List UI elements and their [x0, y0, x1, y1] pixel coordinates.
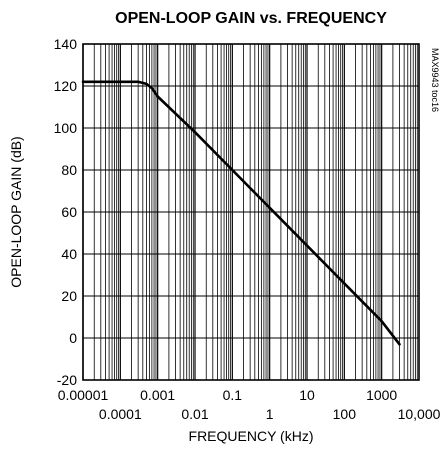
x-tick-label: 0.0001: [99, 406, 142, 422]
x-tick-label: 1000: [366, 387, 397, 403]
y-tick-label: 120: [54, 78, 78, 94]
y-tick-label: 100: [54, 120, 78, 136]
chart-title: OPEN-LOOP GAIN vs. FREQUENCY: [115, 10, 387, 27]
y-tick-label: -20: [57, 372, 77, 388]
series-line-open-loop-gain: [81, 80, 401, 346]
x-tick-label: 1: [266, 406, 274, 422]
chart-code-annotation: MAX9943 toc16: [430, 48, 440, 112]
x-tick-label: 0.1: [223, 387, 243, 403]
grid: [82, 43, 419, 381]
x-tick-label: 10: [299, 387, 315, 403]
x-tick-label: 0.01: [181, 406, 208, 422]
x-tick-label: 0.001: [140, 387, 175, 403]
y-tick-label: 60: [61, 204, 77, 220]
y-axis-ticks: 140 120 100 80 60 40 20 0 -20: [54, 36, 78, 388]
x-tick-label: 10,000: [398, 406, 441, 422]
y-tick-label: 0: [69, 330, 77, 346]
x-tick-label: 100: [333, 406, 357, 422]
y-tick-label: 40: [61, 246, 77, 262]
x-axis-label: FREQUENCY (kHz): [189, 428, 314, 444]
y-axis-label: OPEN-LOOP GAIN (dB): [8, 136, 24, 287]
series-group: [81, 80, 401, 346]
y-tick-label: 80: [61, 162, 77, 178]
x-tick-label: 0.00001: [58, 387, 109, 403]
x-axis-ticks: 0.00001 0.0001 0.001 0.01 0.1 1 10 100 100010,00…: [58, 387, 441, 422]
y-tick-label: 140: [54, 36, 78, 52]
y-tick-label: 20: [61, 288, 77, 304]
plot-frame: [82, 43, 420, 381]
